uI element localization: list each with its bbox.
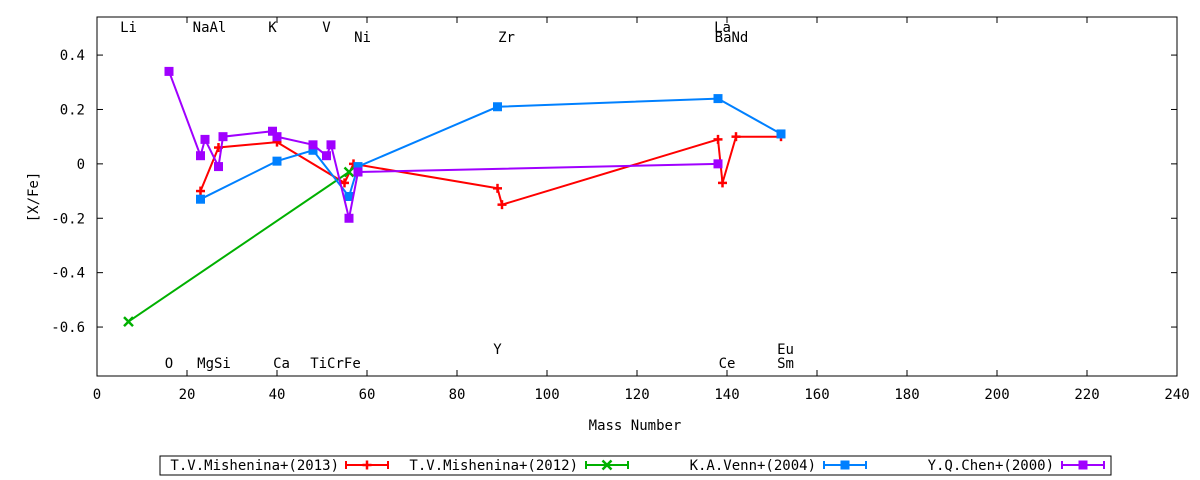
- legend-label: Y.Q.Chen+(2000): [928, 458, 1054, 474]
- data-point: [343, 166, 355, 178]
- y-tick-label: 0.4: [60, 48, 85, 64]
- element-label: Li: [120, 20, 137, 36]
- series-group: [123, 66, 786, 327]
- marker-stroke: [123, 316, 134, 327]
- data-point: [776, 129, 786, 139]
- x-tick-label: 100: [534, 387, 559, 403]
- data-point: [362, 460, 372, 470]
- marker-stroke: [343, 166, 355, 178]
- series-line: [199, 135, 781, 206]
- data-point: [214, 162, 223, 172]
- element-label: NaAl: [193, 20, 227, 36]
- x-tick-label: 40: [269, 387, 286, 403]
- data-point: [493, 102, 502, 112]
- legend-label: K.A.Venn+(2004): [690, 458, 816, 474]
- data-point: [840, 460, 850, 470]
- legend-label: T.V.Mishenina+(2013): [170, 458, 339, 474]
- element-label: Ni: [354, 30, 371, 46]
- series-2: [123, 166, 355, 327]
- data-point: [713, 159, 723, 169]
- data-point: [123, 316, 134, 327]
- y-axis-label: [X/Fe]: [26, 172, 42, 223]
- element-label: MgSi: [197, 356, 231, 372]
- data-point: [164, 66, 174, 76]
- legend-label: T.V.Mishenina+(2012): [409, 458, 578, 474]
- data-point: [326, 140, 336, 150]
- element-label: K: [268, 20, 277, 36]
- series-line: [200, 97, 782, 201]
- element-label: La: [714, 20, 731, 36]
- element-label: O: [165, 356, 173, 372]
- data-point: [196, 151, 205, 161]
- series-4: [164, 66, 723, 223]
- element-label: Sm: [777, 356, 794, 372]
- element-labels: Li NaAl K V La Ni Zr BaNd Y Eu O MgSi Ca TiCrFe Ce Sm: [120, 20, 794, 372]
- y-tick-label: 0.2: [60, 102, 85, 118]
- x-axis-label: Mass Number: [589, 418, 682, 434]
- data-point: [268, 126, 277, 136]
- x-tick-label: 140: [714, 387, 739, 403]
- x-tick-label: 120: [624, 387, 649, 403]
- element-label: Ca: [273, 356, 290, 372]
- data-point: [344, 192, 354, 201]
- data-point: [196, 194, 205, 204]
- data-point: [713, 134, 723, 144]
- data-point: [353, 167, 363, 177]
- data-point: [353, 162, 363, 172]
- plot-frame-group: [96, 16, 1178, 377]
- data-point: [344, 213, 354, 223]
- y-tick-label: -0.4: [51, 266, 85, 282]
- element-label: Eu: [777, 342, 794, 358]
- element-label: TiCrFe: [310, 356, 361, 372]
- x-tick-label: 0: [93, 387, 101, 403]
- element-label: Y: [493, 342, 502, 358]
- series-3: [196, 94, 786, 204]
- series-line: [127, 171, 350, 323]
- data-point: [713, 94, 723, 104]
- x-tick-label: 60: [359, 387, 376, 403]
- data-point: [272, 156, 282, 166]
- data-point: [322, 151, 331, 161]
- legend: T.V.Mishenina+(2013) T.V.Mishenina+(2012)…: [159, 455, 1112, 476]
- data-point: [218, 132, 228, 142]
- data-point: [493, 183, 502, 193]
- data-point: [272, 132, 282, 142]
- data-point: [308, 145, 318, 155]
- x-tick-label: 20: [179, 387, 196, 403]
- y-tick-label: -0.6: [51, 320, 85, 336]
- element-label: V: [322, 20, 331, 36]
- x-tick-label: 240: [1164, 387, 1189, 403]
- y-tick-label: 0: [77, 157, 85, 173]
- y-tick-label: -0.2: [51, 211, 85, 227]
- data-point: [308, 140, 318, 150]
- data-point: [601, 459, 613, 471]
- element-label: BaNd: [715, 30, 749, 46]
- x-tick-label: 80: [449, 387, 466, 403]
- x-tick-label: 180: [894, 387, 919, 403]
- element-label: Zr: [498, 30, 515, 46]
- series-1: [196, 132, 786, 210]
- x-tick-label: 220: [1074, 387, 1099, 403]
- data-point: [1078, 460, 1088, 470]
- legend-frame: [159, 455, 1112, 476]
- axis-ticks: 0 20 40 60 80 100 120 140 160 180 200 220 240 0.4 0.2 0…: [51, 17, 1190, 403]
- data-point: [340, 178, 349, 188]
- data-point: [196, 186, 205, 196]
- plot-frame: [96, 16, 1178, 377]
- x-tick-label: 200: [984, 387, 1009, 403]
- marker-stroke: [601, 459, 613, 471]
- data-point: [200, 134, 210, 144]
- data-point: [718, 178, 727, 188]
- data-point: [731, 132, 741, 142]
- element-label: Ce: [719, 356, 736, 372]
- x-tick-label: 160: [804, 387, 829, 403]
- data-point: [497, 200, 507, 210]
